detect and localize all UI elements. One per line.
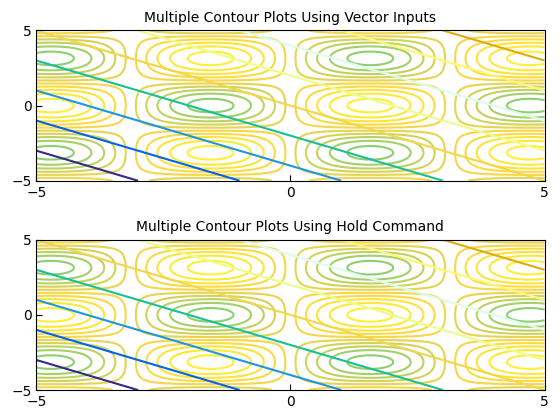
Title: Multiple Contour Plots Using Vector Inputs: Multiple Contour Plots Using Vector Inpu… — [144, 11, 436, 25]
Title: Multiple Contour Plots Using Hold Command: Multiple Contour Plots Using Hold Comman… — [137, 220, 445, 234]
